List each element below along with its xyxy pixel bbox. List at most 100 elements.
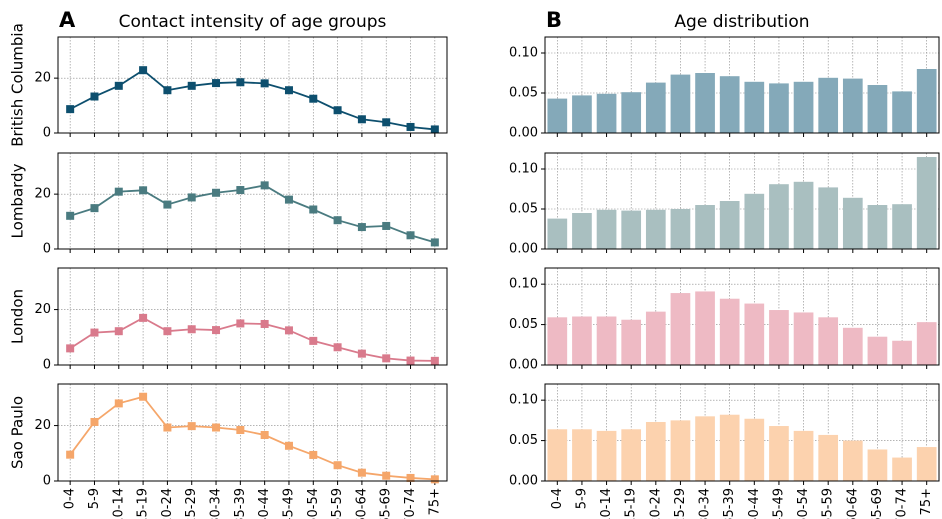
axes-frame — [57, 152, 448, 250]
x-tick-label: 60-64 — [845, 488, 860, 519]
x-tick-label: 25-29 — [184, 488, 199, 519]
marker — [90, 204, 99, 213]
axes-frame — [57, 383, 448, 482]
bar — [621, 92, 642, 133]
marker — [212, 79, 221, 88]
y-tick-label: 0 — [43, 358, 51, 373]
x-tick-label: 45-49 — [771, 488, 786, 519]
bar — [793, 312, 814, 365]
marker — [333, 343, 342, 352]
y-axis-label: British Columbia — [9, 23, 27, 147]
bar — [867, 449, 888, 481]
bar — [892, 91, 912, 133]
marker — [212, 326, 221, 335]
line — [69, 184, 436, 244]
bar — [744, 81, 765, 133]
bar — [719, 298, 740, 365]
axes-frame — [544, 267, 940, 366]
x-tick-label: 15-19 — [136, 488, 151, 519]
bar — [670, 209, 691, 249]
bar — [596, 430, 617, 481]
bar — [842, 78, 863, 133]
bar — [818, 77, 839, 133]
marker — [284, 195, 293, 204]
x-tick-label: 50-54 — [796, 488, 811, 519]
marker — [90, 417, 99, 426]
bar — [769, 184, 789, 249]
marker — [382, 354, 391, 363]
x-tick-label: 0-4 — [550, 488, 565, 509]
marker — [163, 327, 172, 336]
axes-frame — [57, 36, 448, 134]
marker — [430, 475, 439, 484]
marker — [284, 86, 293, 95]
marker — [139, 313, 148, 322]
y-tick-label: 0.00 — [509, 474, 538, 489]
bar — [695, 291, 715, 365]
line — [69, 316, 435, 362]
marker — [406, 231, 415, 240]
marker — [357, 468, 366, 477]
axes-frame — [544, 152, 940, 250]
marker — [139, 392, 148, 401]
bar — [842, 440, 863, 481]
bar — [769, 426, 789, 481]
bar — [818, 317, 839, 365]
y-tick-label: 0.05 — [509, 202, 538, 217]
y-tick-label: 0.05 — [509, 433, 538, 448]
bar — [670, 293, 691, 365]
x-tick-label: 40-44 — [747, 488, 762, 519]
x-tick-label: 70-74 — [403, 488, 418, 519]
bar — [719, 76, 740, 133]
bar — [695, 205, 715, 249]
y-tick-label: 20 — [34, 187, 51, 202]
bar — [867, 336, 888, 365]
y-tick-label: 0.05 — [509, 317, 538, 332]
marker — [139, 66, 148, 75]
line — [69, 69, 435, 131]
y-tick-label: 0.10 — [509, 46, 538, 61]
marker — [406, 356, 415, 365]
marker — [309, 336, 318, 345]
bar — [892, 204, 912, 249]
bar — [547, 317, 568, 365]
marker — [90, 328, 99, 337]
marker — [163, 423, 172, 432]
x-tick-label: 45-49 — [281, 488, 296, 519]
y-tick-label: 0.10 — [509, 162, 538, 177]
marker — [66, 450, 75, 459]
y-tick-label: 0.05 — [509, 86, 538, 101]
marker — [260, 181, 269, 190]
x-tick-label: 55-59 — [330, 488, 345, 519]
bar — [818, 434, 839, 481]
bar — [719, 414, 740, 481]
bar — [892, 457, 912, 481]
bar — [744, 193, 765, 249]
bar — [547, 218, 568, 249]
x-tick-label: 0-4 — [63, 488, 78, 509]
marker — [357, 223, 366, 232]
bar — [793, 81, 814, 133]
x-tick-label: 20-24 — [160, 488, 175, 519]
bar — [769, 310, 789, 365]
marker — [260, 79, 269, 88]
marker — [430, 356, 439, 365]
y-tick-label: 0 — [43, 242, 51, 257]
y-tick-label: 0.00 — [509, 242, 538, 257]
y-tick-label: 20 — [34, 71, 51, 86]
marker — [333, 461, 342, 470]
bar — [744, 303, 765, 365]
marker — [357, 349, 366, 358]
bar — [645, 82, 666, 133]
x-tick-label: 15-19 — [624, 488, 639, 519]
x-tick-label: 55-59 — [821, 488, 836, 519]
x-tick-label: 30-34 — [698, 488, 713, 519]
marker — [114, 187, 123, 196]
marker — [139, 186, 148, 195]
y-tick-label: 20 — [34, 302, 51, 317]
panel-label: A — [59, 8, 76, 32]
bar — [916, 157, 937, 249]
bar — [645, 421, 666, 481]
bar — [645, 209, 666, 249]
